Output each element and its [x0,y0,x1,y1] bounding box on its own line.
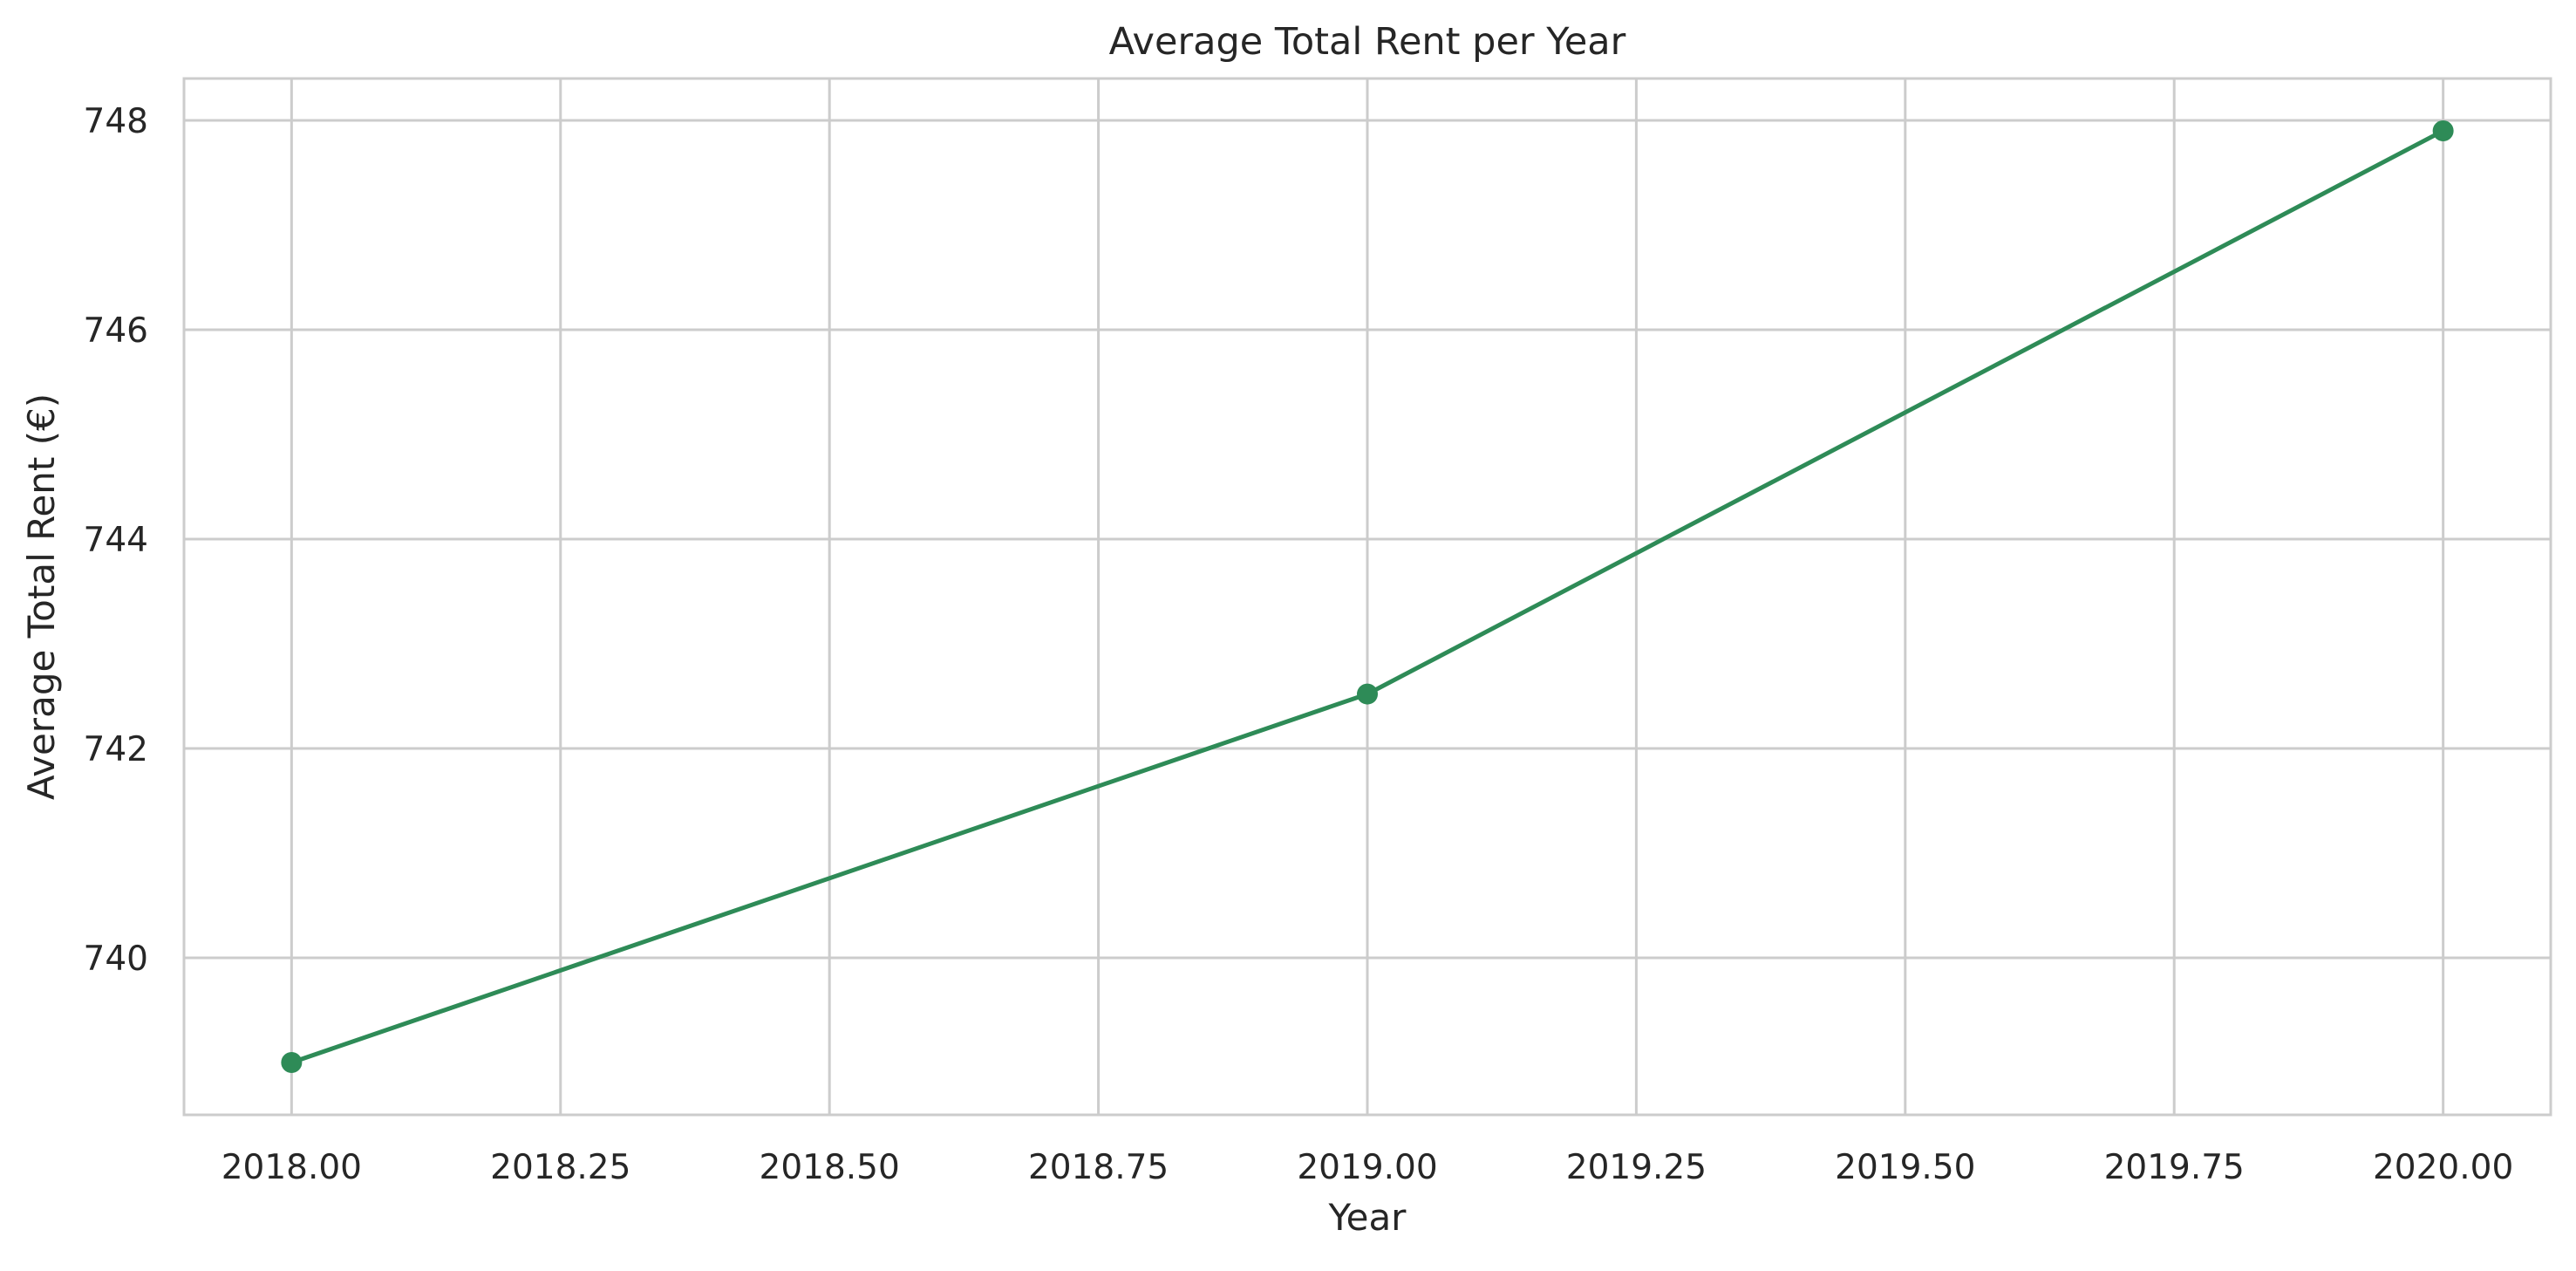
x-axis-title: Year [1328,1196,1407,1239]
series-layer [281,120,2454,1073]
x-tick-label: 2019.25 [1566,1148,1707,1187]
y-tick-label: 746 [84,311,148,351]
x-tick-label: 2019.00 [1297,1148,1437,1187]
data-point [2432,120,2454,141]
y-tick-label: 740 [84,940,148,979]
x-tick-label: 2018.75 [1028,1148,1169,1187]
data-point [281,1052,303,1073]
y-tick-label: 742 [84,730,148,769]
y-tick-labels: 740 742 744 746 748 [84,102,148,979]
x-tick-label: 2018.50 [760,1148,900,1187]
grid-layer [184,79,2551,1115]
y-axis-title: Average Total Rent (€) [20,393,63,800]
x-tick-label: 2018.00 [221,1148,362,1187]
data-point [1357,683,1378,705]
chart-title: Average Total Rent per Year [1109,20,1626,64]
y-tick-label: 748 [84,102,148,141]
y-tick-label: 744 [84,521,148,560]
x-tick-label: 2018.25 [490,1148,630,1187]
x-tick-label: 2019.50 [1835,1148,1975,1187]
plot-frame [182,77,2552,1117]
x-tick-label: 2019.75 [2104,1148,2245,1187]
x-tick-label: 2020.00 [2373,1148,2513,1187]
x-tick-labels: 2018.00 2018.25 2018.50 2018.75 2019.00 2019.… [221,1148,2514,1187]
